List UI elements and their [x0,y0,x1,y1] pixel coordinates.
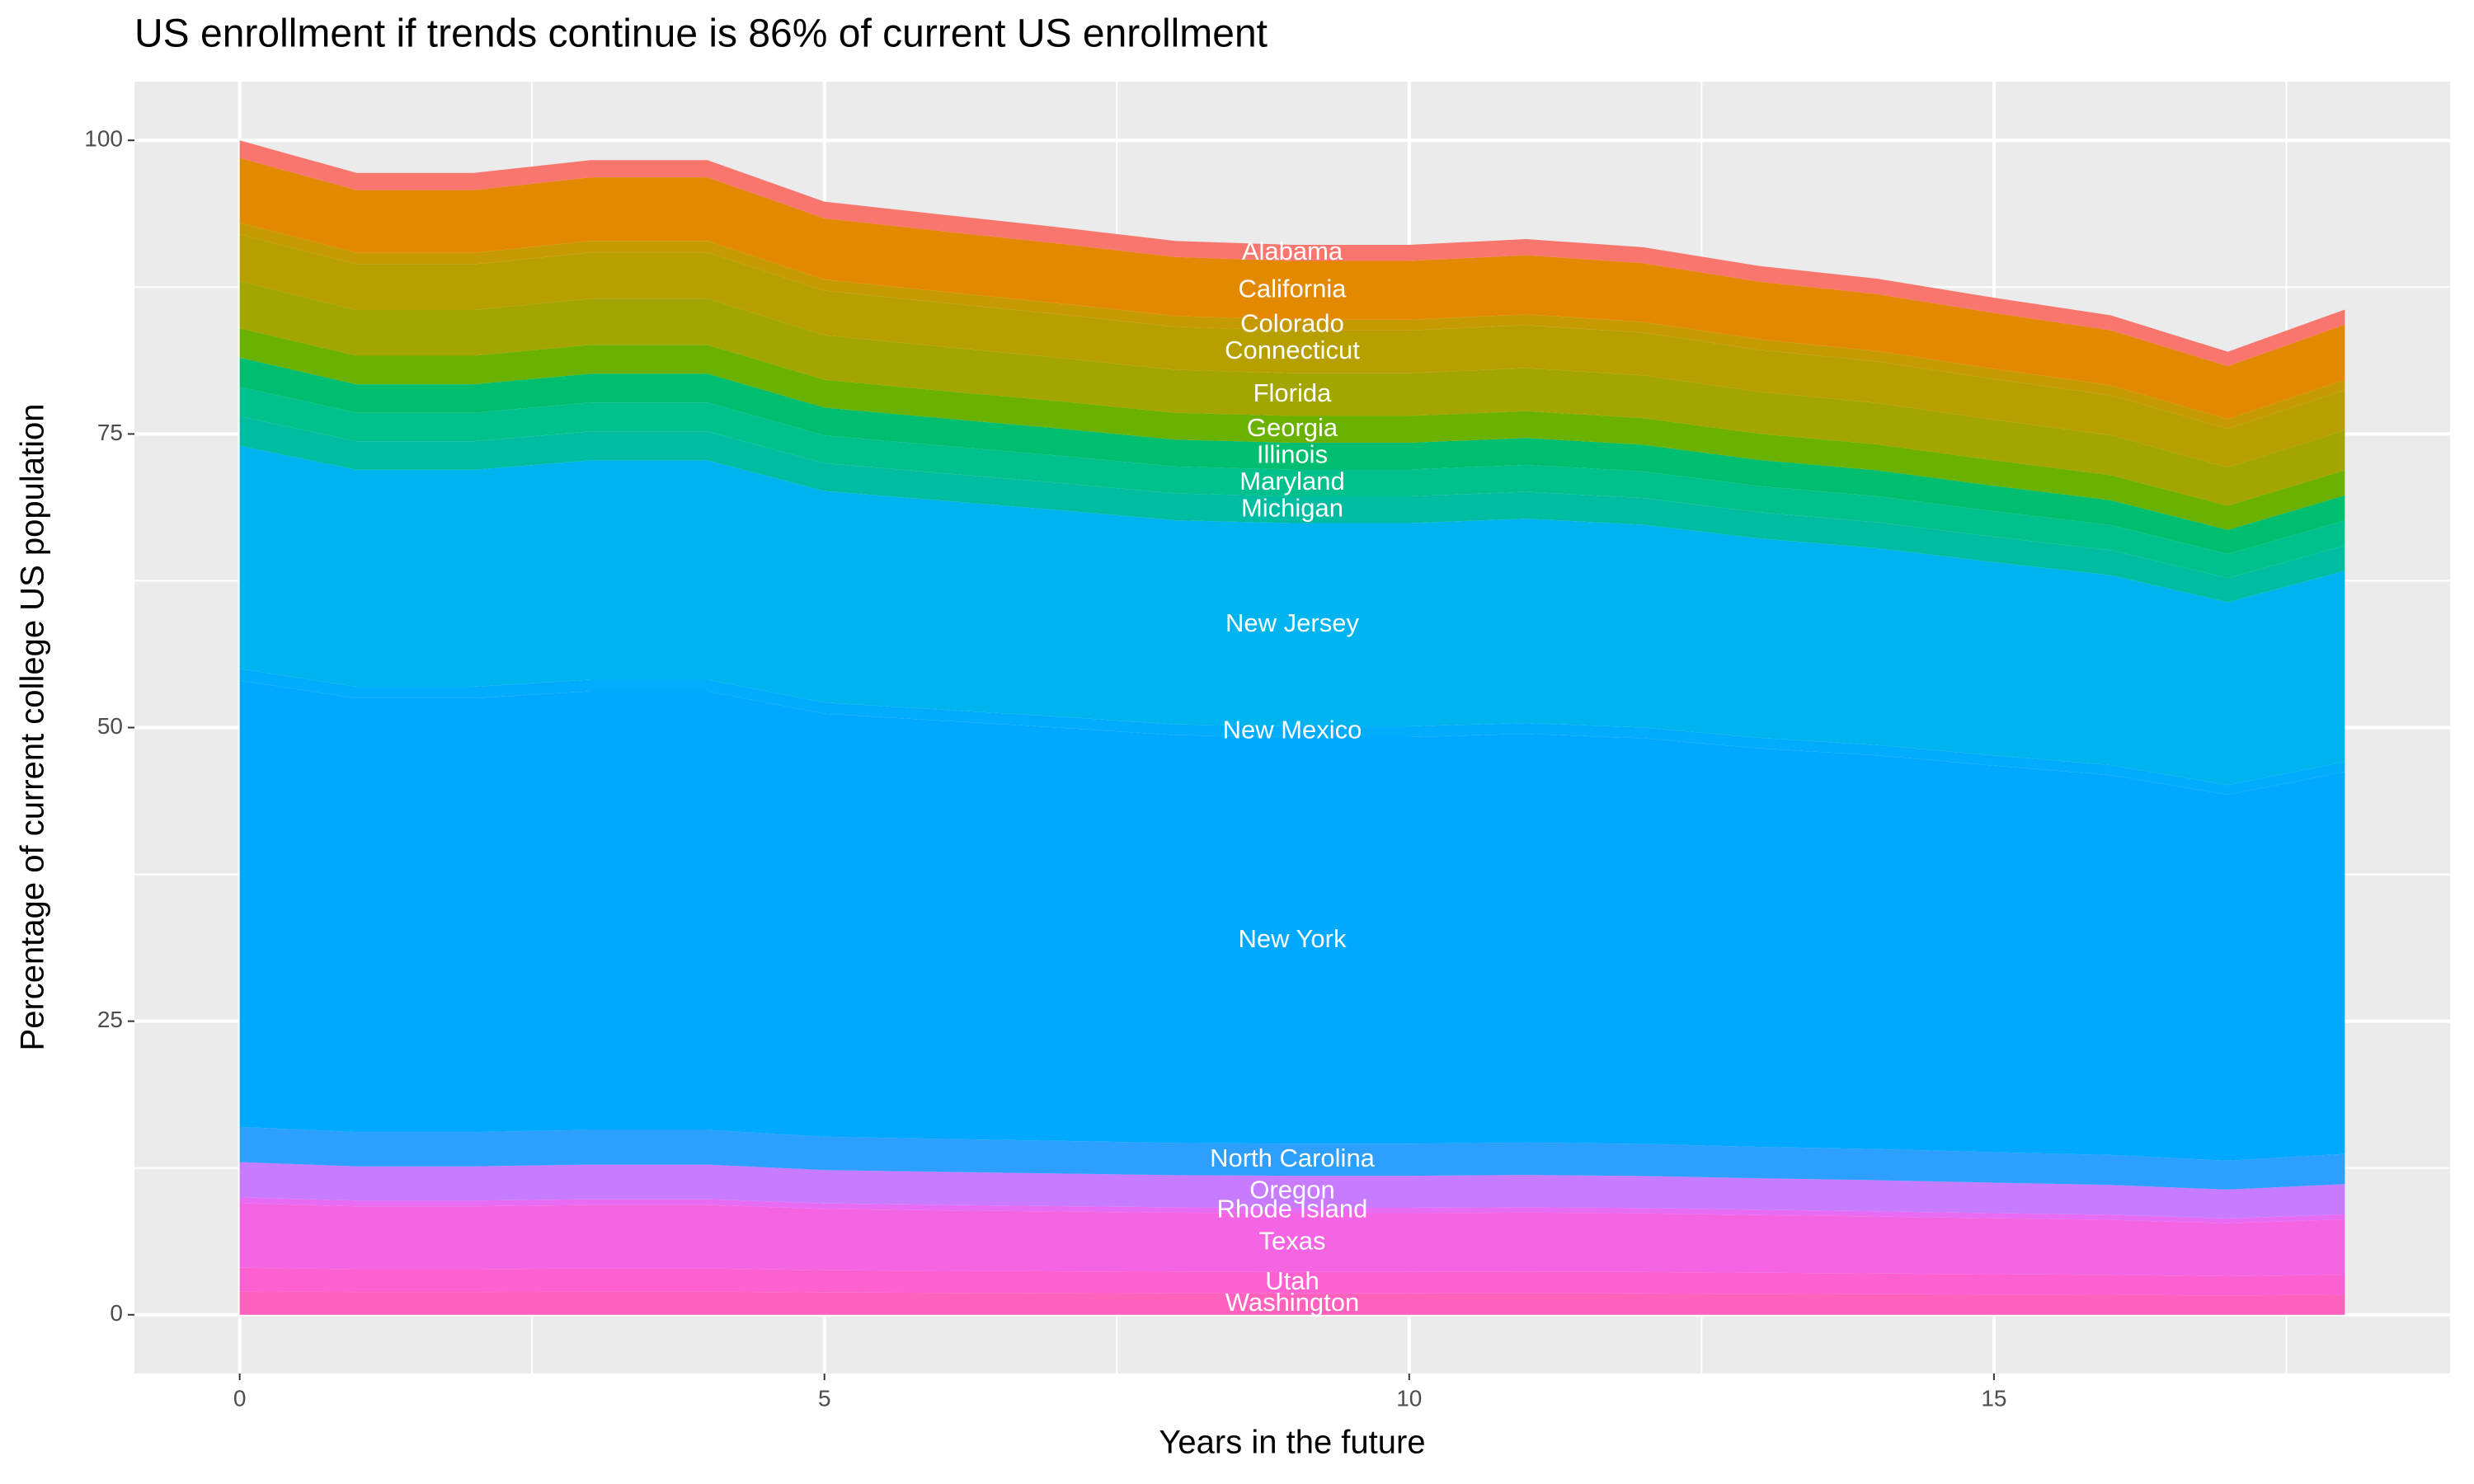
area-label: California [1239,274,1348,303]
chart-title: US enrollment if trends continue is 86% … [134,12,1268,56]
area-label: New York [1239,924,1347,953]
area-label: Texas [1259,1226,1326,1255]
area [239,357,2345,554]
area-label: Utah [1265,1266,1319,1295]
area [239,1203,2345,1277]
x-tick-label: 15 [1981,1385,2006,1411]
area [239,1197,2345,1223]
area-label: Washington [1225,1288,1360,1317]
area-label: Florida [1253,378,1333,407]
area [239,1291,2345,1315]
y-tick-label: 50 [97,713,123,739]
y-tick-label: 25 [97,1007,123,1032]
area [239,416,2345,603]
area [239,234,2345,467]
area-label: Rhode Island [1217,1194,1368,1223]
area-label: Colorado [1240,309,1344,338]
area-label: Georgia [1247,413,1338,442]
area-label: Illinois [1257,439,1328,468]
y-tick-label: 75 [97,420,123,445]
area-label: New Jersey [1225,608,1359,637]
x-tick-label: 0 [233,1385,247,1411]
area [239,140,2345,367]
y-axis-title: Percentage of current college US populat… [15,404,51,1051]
area [239,1267,2345,1296]
area [239,387,2345,579]
area [239,281,2345,506]
area [239,445,2345,786]
y-tick-label: 0 [110,1300,123,1326]
x-tick-label: 5 [818,1385,831,1411]
area-label: New Mexico [1223,716,1362,744]
area-label: North Carolina [1210,1144,1376,1172]
area [239,1162,2345,1219]
area [239,328,2345,530]
area-label: Connecticut [1225,336,1360,364]
y-tick-label: 100 [84,126,123,152]
area-label: Michigan [1241,493,1343,522]
area [239,157,2345,420]
x-tick-label: 10 [1396,1385,1422,1411]
area-label: Maryland [1239,467,1345,495]
area [239,669,2345,795]
area [239,680,2345,1161]
area-label: Oregon [1249,1176,1334,1205]
area [239,1126,2345,1190]
area-label: Alabama [1242,237,1343,265]
area [239,222,2345,430]
x-axis-title: Years in the future [1159,1425,1425,1461]
